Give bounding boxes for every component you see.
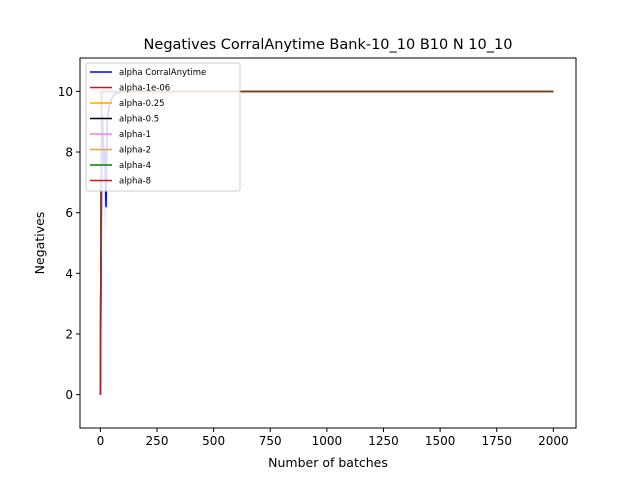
x-tick-label: 500 (202, 434, 225, 448)
legend-entry: alpha-1e-06 (119, 84, 170, 94)
y-tick-label: 10 (58, 85, 73, 99)
legend-entry: alpha-1 (119, 130, 151, 140)
legend-entry: alpha CorralAnytime (119, 68, 206, 78)
legend: alpha CorralAnytime alpha-1e-06 alpha-0.25… (86, 63, 240, 191)
x-tick-label: 250 (146, 434, 169, 448)
y-tick-label: 6 (65, 206, 73, 220)
legend-entry: alpha-0.25 (119, 99, 165, 109)
x-tick-label: 0 (97, 434, 105, 448)
x-axis-label: Number of batches (268, 455, 388, 470)
legend-entry: alpha-2 (119, 146, 151, 156)
legend-entry: alpha-8 (119, 177, 151, 187)
x-tick-label: 1750 (481, 434, 512, 448)
y-tick-label: 0 (65, 388, 73, 402)
x-tick-label: 2000 (538, 434, 569, 448)
x-tick-label: 750 (259, 434, 282, 448)
y-tick-label: 4 (65, 267, 73, 281)
legend-entry: alpha-4 (119, 161, 151, 171)
y-tick-label: 2 (65, 327, 73, 341)
legend-entry: alpha-0.5 (119, 115, 159, 125)
x-tick-label: 1500 (425, 434, 456, 448)
y-axis-label: Negatives (32, 212, 47, 275)
legend-box (86, 63, 240, 191)
y-tick-label: 8 (65, 146, 73, 160)
x-tick-label: 1000 (312, 434, 343, 448)
x-tick-label: 1250 (368, 434, 399, 448)
chart-title: Negatives CorralAnytime Bank-10_10 B10 N… (144, 37, 513, 53)
